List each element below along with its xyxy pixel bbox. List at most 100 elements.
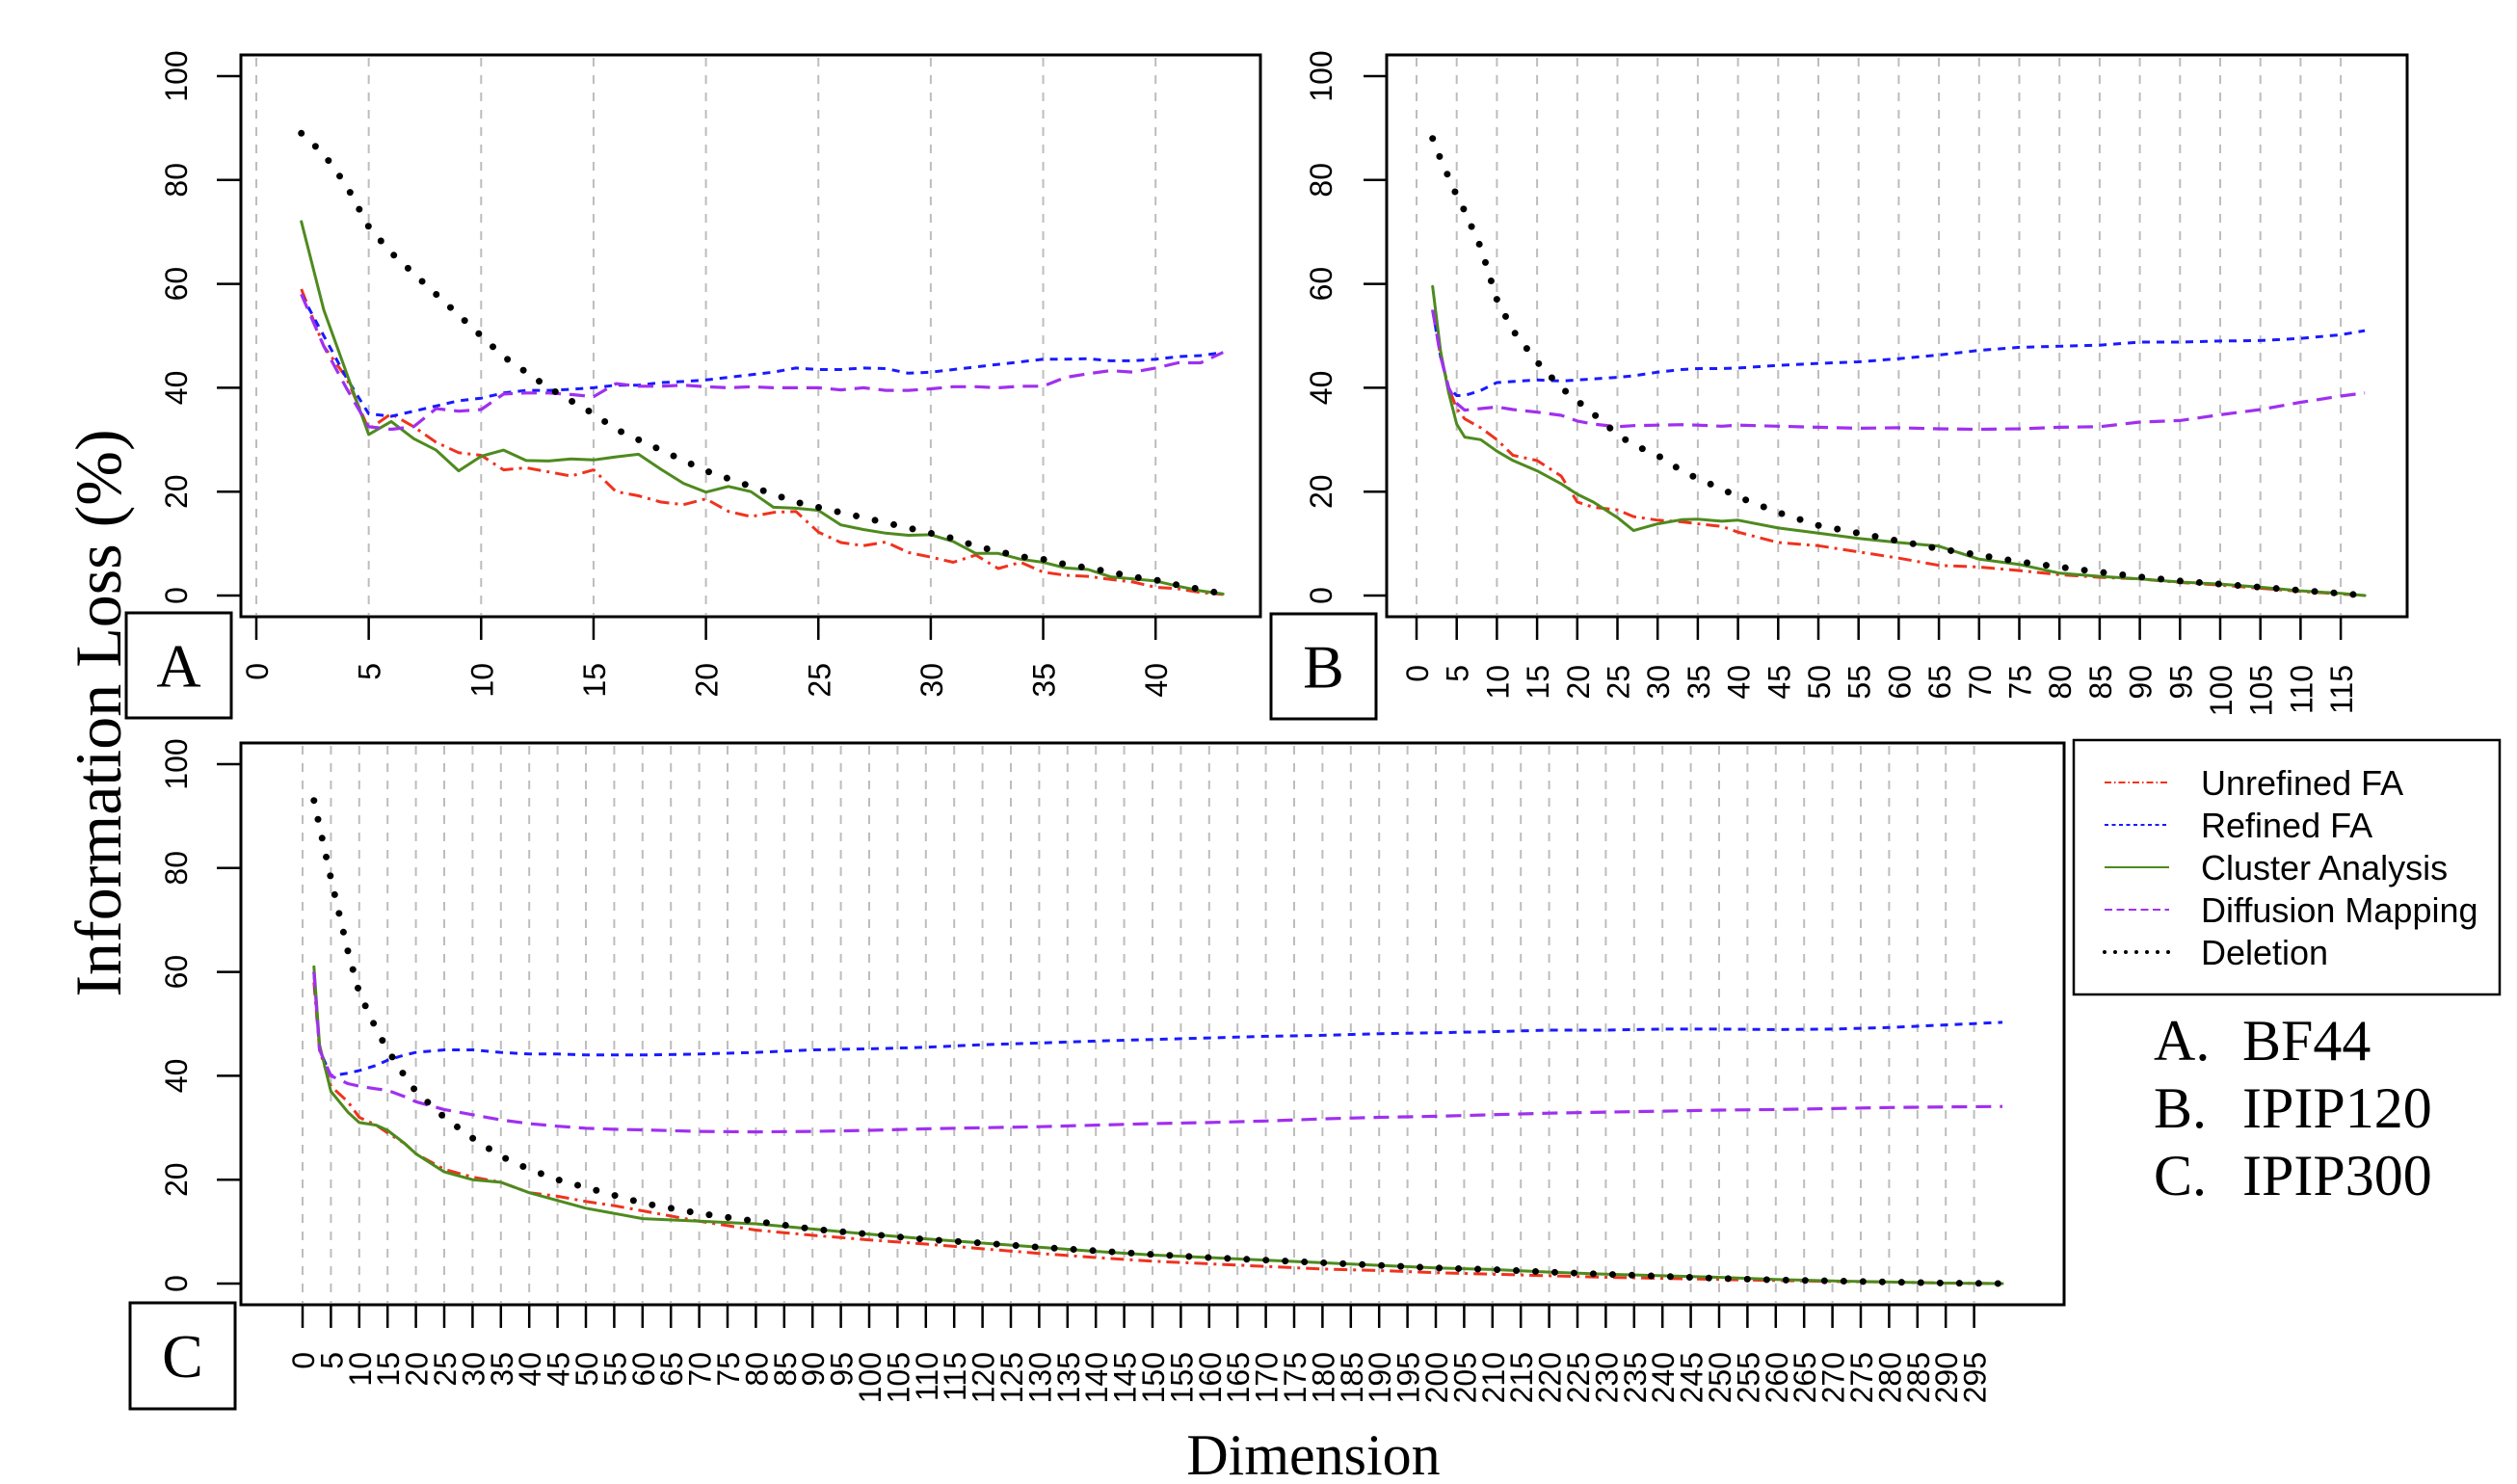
x-tick-label: 180 [1306,1352,1340,1403]
series-line-deletion [310,797,2006,1287]
x-tick-label: 15 [577,663,612,698]
x-tick-label: 5 [314,1352,349,1369]
panel-label-box [128,1301,237,1411]
panel-label-box [124,611,233,720]
panel-label: B [1303,633,1344,702]
x-tick-label: 110 [2284,665,2318,714]
x-tick-label: 60 [626,1352,661,1387]
x-tick-label: 25 [428,1352,463,1387]
series-line-unrefined-fa [312,982,2003,1285]
series-line-diffusion-mapping [300,293,1224,432]
x-tick-label: 20 [400,1352,435,1387]
x-tick-label: 45 [542,1352,576,1387]
x-axis-title: Dimension [1186,1423,1440,1484]
series-line-diffusion-mapping [1431,309,2366,432]
series-line-cluster-analysis [300,220,1225,596]
x-tick-label: 110 [910,1352,944,1401]
x-tick-label: 135 [1051,1352,1086,1403]
dataset-key-name: IPIP120 [2242,1076,2432,1140]
x-tick-label: 55 [1842,665,1877,700]
x-tick-label: 145 [1108,1352,1143,1403]
x-tick-label: 175 [1278,1352,1312,1403]
x-tick-label: 190 [1363,1352,1397,1403]
y-tick-label: 40 [159,371,194,406]
x-tick-label: 295 [1958,1352,1993,1403]
x-tick-label: 75 [2003,665,2038,700]
x-tick-label: 55 [597,1352,632,1387]
legend-item: Refined FA [2105,806,2372,845]
x-tick-label: 235 [1618,1352,1653,1403]
y-tick-label: 40 [159,1059,194,1094]
x-tick-label: 20 [690,663,725,698]
x-tick-label: 5 [353,663,387,680]
x-tick-label: 35 [1682,665,1716,700]
dataset-key-letter: B. [2154,1076,2207,1140]
x-tick-label: 170 [1250,1352,1285,1403]
x-tick-label: 100 [853,1352,888,1403]
x-tick-label: 10 [1480,665,1515,700]
y-tick-label: 100 [1304,50,1338,101]
y-tick-label: 0 [1304,587,1338,604]
x-tick-label: 85 [2083,665,2118,700]
x-tick-label: 100 [2204,665,2239,716]
y-axis-title: Information Loss (%) [62,429,135,996]
y-tick-label: 60 [159,955,194,990]
x-tick-label: 240 [1646,1352,1681,1403]
x-tick-label: 255 [1731,1352,1765,1403]
x-tick-label: 30 [456,1352,490,1387]
y-tick-label: 80 [159,163,194,198]
x-tick-label: 115 [938,1352,972,1401]
x-tick-label: 265 [1788,1352,1822,1403]
x-tick-label: 30 [1641,665,1676,700]
legend-item: Deletion [2103,933,2328,972]
y-tick-label: 80 [159,851,194,886]
y-tick-label: 20 [1304,474,1338,509]
x-tick-label: 75 [711,1352,746,1387]
x-tick-label: 0 [240,663,275,680]
y-tick-label: 20 [159,1162,194,1197]
series-line-deletion [1429,135,2369,599]
x-tick-label: 25 [1602,665,1636,700]
x-tick-label: 80 [2043,665,2078,700]
x-tick-label: 125 [994,1352,1029,1403]
x-tick-label: 15 [371,1352,406,1387]
x-tick-label: 130 [1022,1352,1057,1403]
legend-item: Cluster Analysis [2105,848,2448,888]
x-tick-label: 85 [768,1352,803,1387]
x-tick-label: 50 [570,1352,604,1387]
x-tick-label: 260 [1760,1352,1794,1403]
x-tick-label: 30 [914,663,949,698]
x-tick-label: 40 [1722,665,1757,700]
x-tick-label: 10 [343,1352,378,1387]
legend-label: Cluster Analysis [2201,848,2448,888]
y-tick-label: 80 [1304,163,1338,198]
x-tick-label: 0 [1400,665,1435,682]
x-tick-label: 200 [1419,1352,1454,1403]
x-tick-label: 195 [1391,1352,1426,1403]
x-tick-label: 210 [1476,1352,1511,1403]
x-tick-label: 65 [654,1352,689,1387]
x-tick-label: 0 [286,1352,321,1369]
y-tick-label: 100 [159,738,194,789]
gridlines [302,746,1975,1303]
x-tick-label: 50 [1802,665,1837,700]
x-tick-label: 140 [1079,1352,1114,1403]
x-tick-label: 70 [683,1352,718,1387]
series-line-deletion [298,129,1227,597]
x-tick-label: 115 [2324,665,2359,714]
x-tick-label: 250 [1703,1352,1737,1403]
x-tick-label: 40 [1139,663,1174,698]
dataset-key: A. BF44 B. IPIP120 C. IPIP300 [2154,1009,2432,1207]
x-tick-label: 215 [1504,1352,1539,1403]
gridlines [255,58,1157,615]
series-line-unrefined-fa [300,288,1224,596]
panel-a: 0 20 40 60 80 100 0 5 10 15 20 25 30 35 40 A [124,50,1262,720]
dataset-key-name: BF44 [2242,1009,2371,1073]
x-tick-label: 160 [1193,1352,1228,1403]
series-line-cluster-analysis [312,965,2004,1285]
x-tick-label: 60 [1882,665,1917,700]
x-tick-label: 230 [1589,1352,1624,1403]
